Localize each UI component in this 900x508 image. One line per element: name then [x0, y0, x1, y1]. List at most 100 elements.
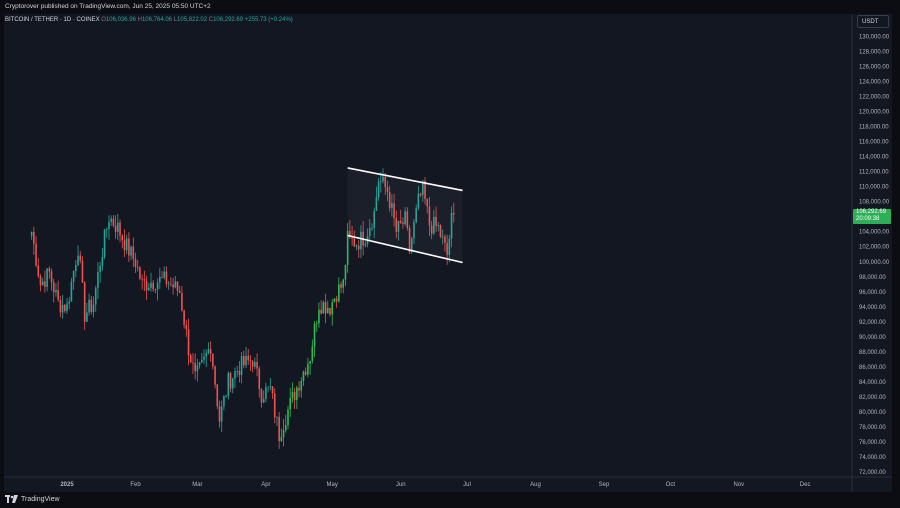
- candle-body: [198, 362, 201, 366]
- candle-body: [130, 246, 132, 256]
- time-tick-label: Feb: [130, 482, 141, 488]
- high-value: 106,764.06: [141, 17, 172, 23]
- last-price-value: 106,292.69: [856, 208, 887, 215]
- candle-body: [194, 362, 196, 372]
- candle-body: [395, 218, 398, 232]
- candle-body: [338, 284, 340, 302]
- candle-body: [63, 304, 66, 312]
- candle-body: [373, 210, 375, 228]
- candle-body: [220, 406, 223, 422]
- candle-body: [393, 203, 395, 219]
- candle-body: [357, 245, 360, 250]
- candle-body: [368, 228, 371, 236]
- price-tick-label: 110,000.00: [859, 185, 889, 191]
- close-label: C: [208, 17, 214, 23]
- candle-body: [192, 362, 194, 364]
- candle-body: [205, 352, 208, 357]
- low-label: L: [173, 17, 178, 23]
- candle-body: [79, 255, 82, 261]
- candle-body: [375, 197, 378, 211]
- time-tick-label: Dec: [800, 482, 811, 488]
- price-tick-label: 92,000.00: [859, 320, 886, 326]
- candle-body: [324, 302, 327, 314]
- candle-body: [417, 193, 420, 209]
- price-tick-label: 104,000.00: [859, 230, 890, 236]
- publisher-text: Cryptorover published on TradingView.com…: [5, 3, 211, 10]
- candle-body: [406, 211, 409, 228]
- candle-body: [117, 222, 119, 232]
- candle-body: [346, 230, 349, 265]
- candle-body: [249, 360, 252, 362]
- price-tick-label: 90,000.00: [859, 335, 886, 341]
- candle-body: [377, 181, 380, 198]
- candle-body: [309, 360, 311, 364]
- candle-body: [132, 246, 135, 259]
- candle-body: [446, 242, 448, 255]
- price-tick-label: 74,000.00: [859, 455, 886, 461]
- candle-body: [342, 279, 345, 288]
- candle-body: [30, 231, 33, 236]
- candle-body: [212, 353, 214, 367]
- candle-body: [276, 416, 278, 418]
- candle-body: [267, 386, 269, 388]
- price-tick-label: 88,000.00: [859, 350, 886, 356]
- candle-body: [441, 236, 444, 238]
- candle-body: [214, 366, 216, 385]
- price-tick-label: 82,000.00: [859, 395, 886, 401]
- channel-lower-line[interactable]: [347, 234, 463, 264]
- candle-body: [174, 281, 177, 288]
- candle-body: [360, 231, 362, 250]
- symbol-legend: BITCOIN / TETHER · 1D · COINEX O106,036.…: [5, 17, 293, 23]
- candle-body: [313, 323, 316, 347]
- price-tick-label: 72,000.00: [859, 470, 886, 476]
- candle-body: [139, 267, 141, 279]
- channel-upper-line[interactable]: [347, 167, 463, 192]
- price-axis: 72,000.00 74,000.00 76,000.00 78,000.00 80,0…: [859, 35, 890, 476]
- price-tick-label: 122,000.00: [859, 95, 890, 101]
- candles-group: [30, 168, 455, 449]
- last-price-label: 106,292.69 20:09:38: [853, 208, 891, 224]
- candle-body: [128, 238, 130, 256]
- candle-body: [167, 283, 170, 285]
- candle-body: [218, 406, 221, 422]
- candle-body: [448, 238, 451, 255]
- candle-body: [415, 208, 417, 223]
- currency-button[interactable]: USDT: [857, 15, 889, 28]
- candle-body: [251, 361, 254, 367]
- candle-body: [183, 310, 185, 326]
- bar-countdown: 20:09:38: [856, 215, 880, 222]
- candle-body: [419, 193, 422, 196]
- price-tick-label: 128,000.00: [859, 50, 890, 56]
- candle-body: [147, 287, 150, 291]
- candle-body: [296, 387, 298, 401]
- candle-body: [61, 304, 64, 313]
- price-tick-label: 94,000.00: [859, 305, 886, 311]
- high-label: H: [137, 17, 142, 23]
- chart-panel[interactable]: 72,000.00 74,000.00 76,000.00 78,000.00 80,0…: [4, 14, 892, 492]
- candle-body: [103, 229, 106, 257]
- candle-body: [391, 203, 393, 209]
- candlestick-chart[interactable]: 72,000.00 74,000.00 76,000.00 78,000.00 80,0…: [4, 14, 892, 492]
- candle-body: [307, 363, 309, 375]
- candle-body: [452, 213, 455, 215]
- candle-body: [437, 225, 440, 226]
- candle-body: [189, 355, 192, 363]
- tradingview-logo[interactable]: TradingView: [5, 495, 60, 503]
- candle-body: [141, 278, 143, 280]
- candle-body: [331, 302, 333, 315]
- candle-body: [92, 304, 95, 312]
- candle-body: [315, 323, 318, 325]
- candle-body: [97, 272, 99, 289]
- candle-body: [254, 362, 256, 367]
- candle-body: [86, 312, 88, 322]
- candle-body: [154, 289, 157, 290]
- candle-body: [165, 271, 168, 284]
- time-tick-label: Jul: [463, 482, 471, 488]
- time-tick-label: Sep: [599, 482, 610, 488]
- candle-body: [386, 187, 389, 192]
- price-tick-label: 98,000.00: [859, 275, 886, 281]
- candle-body: [258, 368, 261, 390]
- candle-body: [245, 355, 247, 366]
- candle-body: [35, 243, 37, 266]
- change-value: +255.73 (+0.24%): [244, 17, 293, 23]
